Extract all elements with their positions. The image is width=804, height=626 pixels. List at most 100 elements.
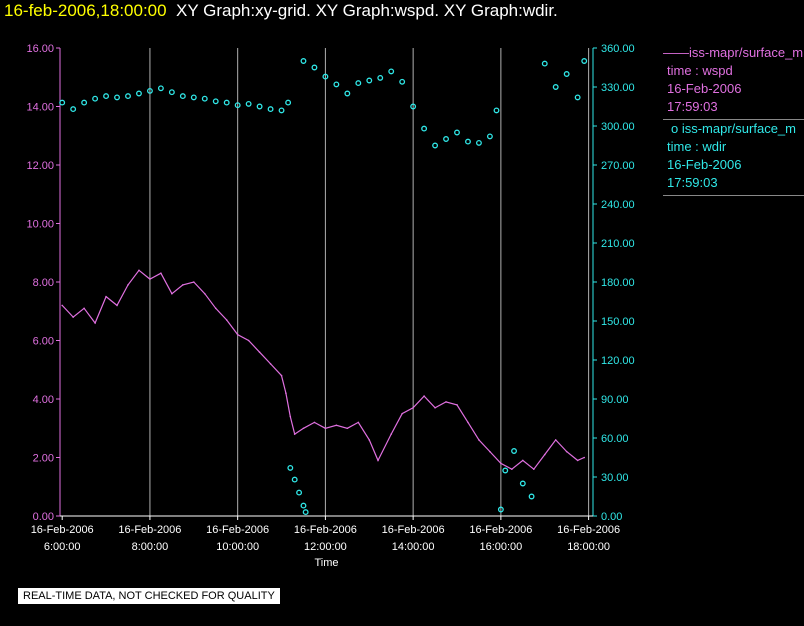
x-tick-time: 18:00:00 [567, 541, 610, 553]
wdir-point [278, 107, 285, 114]
wspd-point [236, 333, 239, 336]
wdir-point [552, 84, 559, 90]
x-tick-date: 16-Feb-2006 [206, 524, 269, 536]
left-tick-label: 14.00 [26, 102, 54, 114]
wspd-point [293, 433, 296, 435]
x-tick-date: 16-Feb-2006 [31, 524, 94, 536]
wspd-point [149, 278, 151, 280]
right-tick-label: 120.00 [601, 355, 635, 367]
wspd-point [269, 363, 272, 365]
wspd-point [214, 307, 217, 310]
wdir-point [581, 58, 588, 64]
wspd-point [412, 406, 414, 409]
wspd-point [94, 322, 96, 324]
wspd-point [489, 450, 491, 453]
wspd-point [335, 424, 338, 427]
x-tick-time: 14:00:00 [392, 541, 435, 553]
right-tick-label: 30.00 [601, 472, 629, 484]
wdir-point [146, 87, 153, 94]
wspd-point [324, 427, 327, 430]
wdir-point [443, 136, 449, 142]
right-tick-label: 270.00 [601, 160, 635, 172]
wdir-point [311, 64, 318, 71]
x-tick-date: 16-Feb-2006 [118, 524, 181, 536]
wdir-point [355, 80, 362, 87]
wdir-point [201, 95, 208, 102]
wdir-point [344, 90, 351, 97]
x-tick-time: 10:00:00 [216, 541, 259, 553]
wspd-point [434, 406, 436, 409]
wspd-point [401, 412, 403, 415]
quality-notice: REAL-TIME DATA, NOT CHECKED FOR QUALITY [18, 588, 280, 604]
x-tick-date: 16-Feb-2006 [557, 524, 620, 536]
wdir-point [333, 81, 340, 88]
wspd-point [160, 272, 162, 275]
graph-title: 16-feb-2006,18:00:00 XY Graph:xy-grid. X… [4, 1, 558, 21]
wspd-point [116, 304, 118, 307]
wspd-point [61, 304, 63, 307]
right-tick-label: 90.00 [601, 394, 629, 406]
wspd-point [511, 468, 513, 471]
x-axis-label: Time [314, 557, 338, 569]
wspd-point [72, 316, 74, 318]
wdir-point [136, 90, 142, 97]
legend-entry: ——iss-mapr/surface_m time : wspd 16-Feb-20… [663, 44, 803, 116]
wdir-point [465, 138, 471, 145]
wspd-point [280, 374, 283, 377]
wspd-point [377, 459, 379, 462]
wdir-point [541, 60, 548, 67]
left-tick-label: 2.00 [33, 453, 54, 465]
x-tick-date: 16-Feb-2006 [294, 524, 357, 536]
wdir-point [285, 99, 292, 106]
right-tick-label: 300.00 [601, 121, 635, 133]
wspd-point [357, 421, 360, 424]
wdir-point [234, 102, 241, 109]
wdir-point [190, 94, 197, 101]
wspd-point [192, 281, 195, 283]
wspd-point [138, 269, 140, 272]
right-tick-label: 240.00 [601, 199, 635, 211]
left-tick-label: 10.00 [26, 219, 54, 231]
wdir-point [366, 77, 373, 84]
wdir-point [168, 89, 175, 96]
wdir-point [103, 93, 110, 100]
wspd-point [171, 292, 173, 295]
wspd-series-line [61, 269, 585, 471]
wspd-point [500, 462, 502, 465]
left-tick-label: 4.00 [33, 394, 54, 406]
wdir-point [322, 73, 329, 80]
right-tick-label: 150.00 [601, 316, 635, 328]
wspd-point [478, 439, 480, 441]
left-tick-label: 6.00 [33, 336, 54, 348]
wspd-point [456, 404, 458, 406]
wspd-point [445, 401, 447, 403]
wspd-point [576, 459, 579, 462]
wdir-point [256, 103, 263, 110]
wspd-point [203, 292, 206, 295]
wspd-point [522, 459, 524, 462]
wspd-point [105, 295, 107, 298]
wdir-point [388, 68, 395, 75]
wdir-point [497, 506, 504, 513]
wdir-point [59, 99, 66, 106]
x-tick-date: 16-Feb-2006 [382, 524, 445, 536]
legend-separator [663, 119, 804, 120]
wspd-point [182, 284, 184, 286]
wspd-point [127, 284, 129, 286]
wdir-point [125, 93, 131, 100]
wdir-point [223, 99, 230, 106]
legend-entry: o iss-mapr/surface_m time : wdir 16-Feb-20… [663, 120, 796, 192]
wdir-point [421, 125, 428, 132]
wdir-point [114, 94, 120, 101]
left-tick-label: 8.00 [33, 277, 54, 289]
legend-source: o iss-mapr/surface_m [671, 121, 796, 136]
wspd-point [532, 468, 535, 471]
wdir-point [528, 493, 535, 500]
wdir-point [486, 133, 493, 140]
left-tick-label: 0.00 [33, 511, 54, 523]
wdir-point [432, 142, 439, 149]
wspd-point [390, 433, 393, 435]
wspd-point [247, 339, 250, 342]
wspd-point [583, 456, 586, 459]
wdir-point [511, 448, 517, 454]
